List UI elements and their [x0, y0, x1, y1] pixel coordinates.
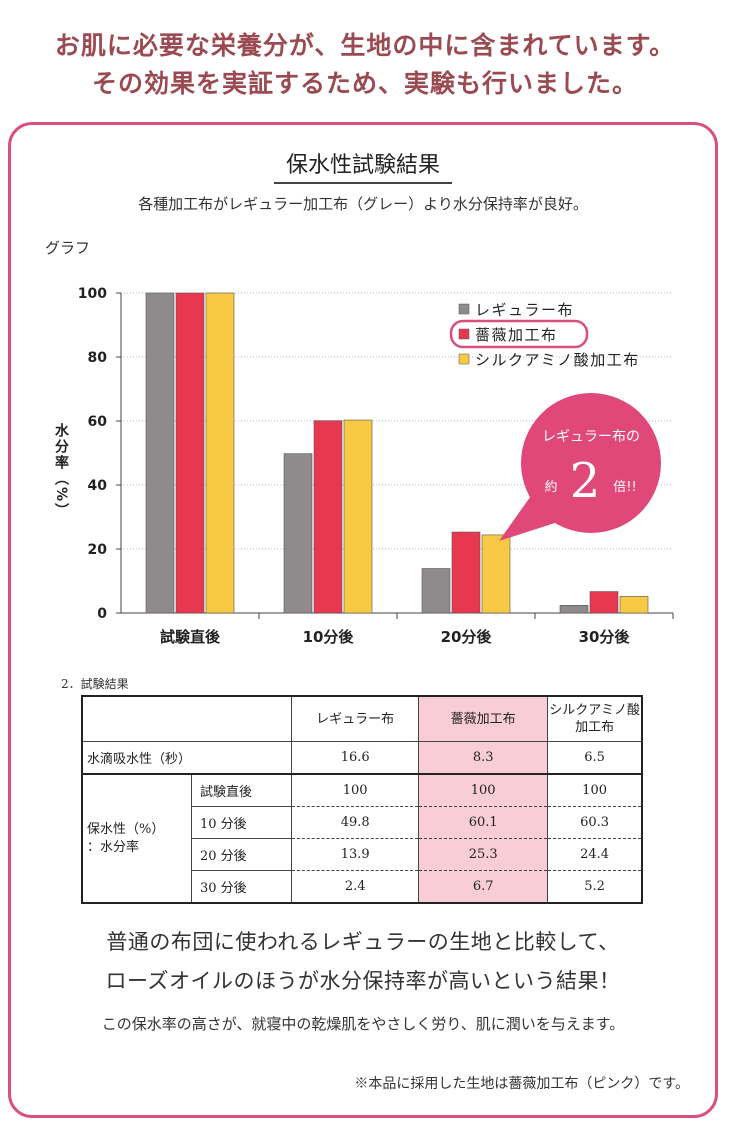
summary-line-3: この保水率の高さが、就寝中の乾燥肌をやさしく労り、肌に潤いを与えます。 [101, 1015, 625, 1033]
headline-line-1: お肌に必要な栄養分が、生地の中に含まれています。 [54, 31, 676, 60]
summary-line-1: 普通の布団に使われるレギュラーの生地と比較して、 [106, 930, 620, 954]
y-tick-label: 40 [88, 478, 108, 494]
bar [481, 534, 511, 614]
table-cell: 2.4 [291, 870, 420, 903]
bar [619, 596, 649, 614]
table-cell: 5.2 [547, 870, 643, 903]
summary-line-2: ローズオイルのほうが水分保持率が高いという結果！ [105, 969, 621, 993]
legend-swatch [458, 353, 470, 365]
y-axis-label: 水分率（%） [53, 422, 70, 519]
row-label: 20 分後 [190, 838, 293, 871]
table-cell: 6.7 [418, 870, 549, 903]
bar [343, 419, 373, 614]
bar [283, 453, 313, 614]
x-tick-label: 試験直後 [160, 628, 221, 646]
table-cell: 60.1 [418, 806, 549, 839]
card-subtitle: 各種加工布がレギュラー加工布（グレー）より水分保持率が良好。 [138, 195, 588, 213]
y-tick-label: 80 [88, 350, 108, 366]
y-tick-label: 20 [88, 542, 108, 558]
results-table: レギュラー布 薔薇加工布 シルクアミノ酸 加工布 水滴吸水性（秒） 16.6 8.… [81, 695, 643, 904]
table-cell: 60.3 [547, 806, 643, 839]
legend-swatch [458, 328, 470, 340]
legend-label: シルクアミノ酸加工布 [475, 351, 640, 369]
bar-chart: 0 20 40 60 80 100 水分率（%） 試験直後 10分後 20分後 30分後 レギュラー布… [53, 286, 674, 646]
table-row: 30 分後 2.4 6.7 5.2 [82, 870, 643, 903]
table-cell: 49.8 [291, 806, 420, 839]
bar [205, 292, 235, 614]
table-cell: 13.9 [291, 838, 420, 871]
table-row: 20 分後 13.9 25.3 24.4 [82, 838, 643, 871]
bar [559, 605, 589, 614]
callout-suffix: 倍!! [613, 480, 636, 495]
callout-number: 2 [570, 453, 601, 509]
table-cell: 100 [418, 774, 549, 807]
footnote: ※本品に採用した生地は薔薇加工布（ピンク）です。 [354, 1076, 689, 1092]
x-tick-label: 20分後 [441, 628, 493, 646]
legend-label: 薔薇加工布 [475, 326, 558, 344]
row-label-water: 水滴吸水性（秒） [81, 741, 293, 775]
row-label: 30 分後 [190, 870, 293, 903]
callout-line-1: レギュラー布の [542, 429, 640, 445]
callout-prefix: 約 [544, 480, 557, 495]
table-cell: 6.5 [547, 741, 643, 775]
y-tick-label: 60 [88, 414, 108, 430]
table-row: 10 分後 49.8 60.1 60.3 [82, 806, 643, 839]
row-label: 試験直後 [190, 774, 293, 807]
table-cell: 8.3 [418, 741, 549, 775]
table-header-rose: 薔薇加工布 [418, 696, 549, 742]
legend-label: レギュラー布 [475, 301, 574, 319]
table-row: 水滴吸水性（秒） 16.6 8.3 6.5 [81, 741, 643, 775]
row-group-label-retention: 保水性（%） ：水分率 [81, 774, 192, 903]
results-card: 保水性試験結果 各種加工布がレギュラー加工布（グレー）より水分保持率が良好。 グ… [8, 122, 718, 1118]
table-caption: 2．試験結果 [61, 677, 129, 691]
row-label: 10 分後 [190, 806, 293, 839]
legend-swatch [458, 303, 470, 315]
card-title: 保水性試験結果 [11, 147, 715, 184]
bar [313, 420, 343, 614]
table-header-silk: シルクアミノ酸 加工布 [547, 696, 643, 742]
x-tick-label: 30分後 [579, 628, 631, 646]
table-row: 保水性（%） ：水分率 試験直後 100 100 100 [81, 774, 643, 903]
table-cell: 25.3 [418, 838, 549, 871]
bar [175, 292, 205, 614]
y-tick-label: 0 [97, 606, 107, 622]
callout-bubble [521, 393, 661, 533]
graph-label: グラフ [45, 239, 91, 257]
table-cell: 24.4 [547, 838, 643, 871]
table-header-regular: レギュラー布 [291, 696, 420, 742]
bar [589, 591, 619, 614]
table-cell: 100 [547, 774, 643, 807]
headline-line-2: その効果を実証するため、実験も行いました。 [91, 69, 638, 98]
y-tick-label: 100 [78, 286, 107, 302]
bar [451, 531, 481, 614]
table-corner-cell [81, 696, 293, 742]
table-cell: 100 [291, 774, 420, 807]
table-cell: 16.6 [291, 741, 420, 775]
x-tick-label: 10分後 [303, 628, 355, 646]
bar [421, 568, 451, 614]
callout-pointer [499, 493, 561, 541]
legend-highlight-ring [449, 319, 589, 349]
bar [145, 292, 175, 614]
